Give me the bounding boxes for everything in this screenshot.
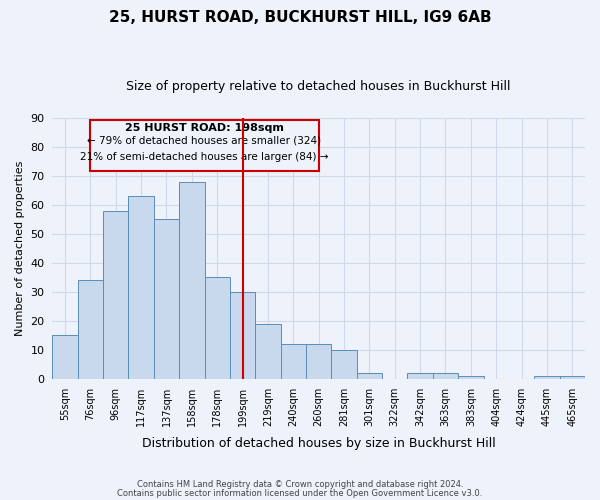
Bar bbox=[128, 196, 154, 379]
X-axis label: Distribution of detached houses by size in Buckhurst Hill: Distribution of detached houses by size … bbox=[142, 437, 496, 450]
Text: ← 79% of detached houses are smaller (324): ← 79% of detached houses are smaller (32… bbox=[87, 136, 321, 146]
FancyBboxPatch shape bbox=[89, 120, 319, 172]
Bar bbox=[331, 350, 357, 379]
Text: Contains HM Land Registry data © Crown copyright and database right 2024.: Contains HM Land Registry data © Crown c… bbox=[137, 480, 463, 489]
Bar bbox=[179, 182, 205, 379]
Bar bbox=[255, 324, 281, 379]
Bar bbox=[560, 376, 585, 379]
Title: Size of property relative to detached houses in Buckhurst Hill: Size of property relative to detached ho… bbox=[127, 80, 511, 93]
Bar bbox=[407, 373, 433, 379]
Bar bbox=[52, 336, 77, 379]
Bar bbox=[77, 280, 103, 379]
Bar bbox=[205, 278, 230, 379]
Text: 25 HURST ROAD: 198sqm: 25 HURST ROAD: 198sqm bbox=[125, 123, 284, 133]
Bar bbox=[230, 292, 255, 379]
Text: 25, HURST ROAD, BUCKHURST HILL, IG9 6AB: 25, HURST ROAD, BUCKHURST HILL, IG9 6AB bbox=[109, 10, 491, 25]
Bar bbox=[357, 373, 382, 379]
Bar bbox=[458, 376, 484, 379]
Bar bbox=[281, 344, 306, 379]
Text: 21% of semi-detached houses are larger (84) →: 21% of semi-detached houses are larger (… bbox=[80, 152, 328, 162]
Bar bbox=[534, 376, 560, 379]
Bar bbox=[154, 220, 179, 379]
Bar bbox=[306, 344, 331, 379]
Text: Contains public sector information licensed under the Open Government Licence v3: Contains public sector information licen… bbox=[118, 490, 482, 498]
Bar bbox=[433, 373, 458, 379]
Y-axis label: Number of detached properties: Number of detached properties bbox=[15, 160, 25, 336]
Bar bbox=[103, 210, 128, 379]
